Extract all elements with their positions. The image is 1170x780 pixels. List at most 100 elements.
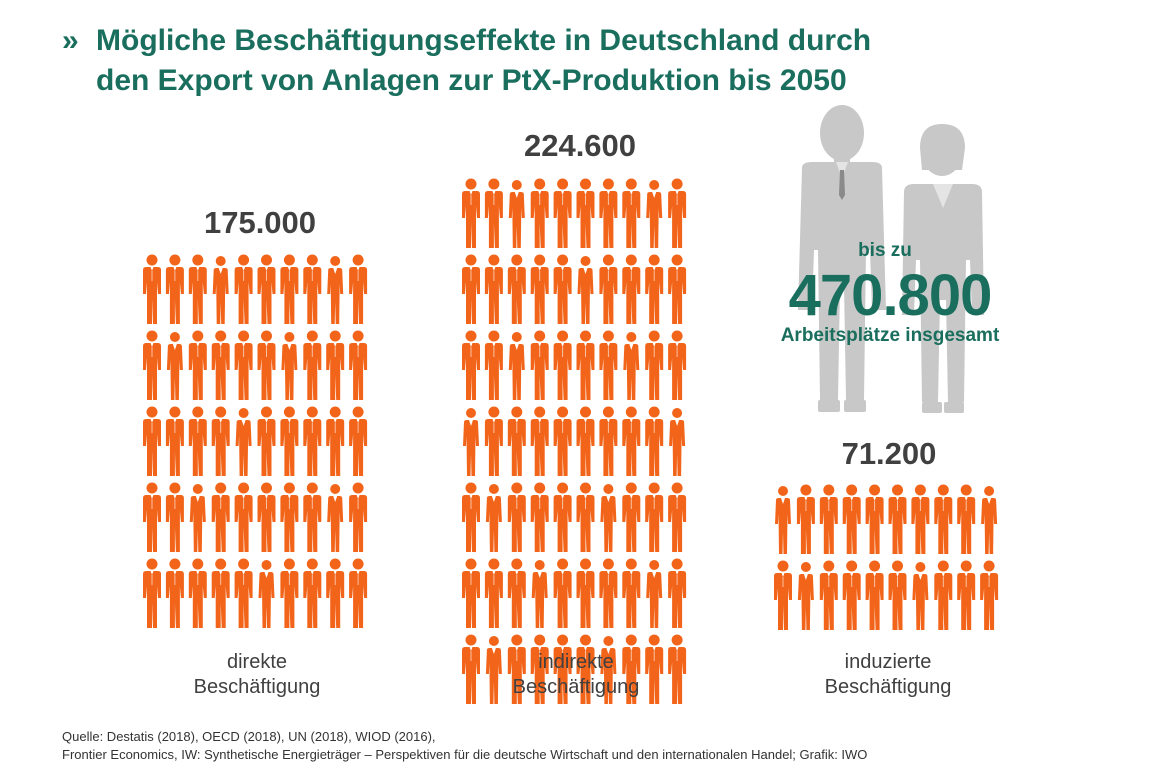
title-chevron-icon: » [62, 24, 79, 57]
person-male-icon [553, 254, 572, 324]
person-male-icon [234, 254, 253, 324]
person-male-icon [188, 330, 207, 400]
value-label-indirekte: 224.600 [523, 128, 637, 163]
female-figure-icon [902, 124, 984, 413]
person-male-icon [553, 482, 572, 552]
person-male-icon [462, 558, 480, 628]
person-male-icon [484, 558, 503, 628]
person-male-icon [622, 254, 641, 324]
source-line-2: Frontier Economics, IW: Synthetische Ene… [62, 747, 868, 762]
person-male-icon [211, 482, 230, 552]
person-male-icon [668, 254, 687, 324]
person-male-icon [576, 406, 595, 476]
person-male-icon [911, 484, 930, 554]
title-line-1: Mögliche Beschäftigungseffekte in Deutsc… [96, 24, 872, 57]
person-male-icon [257, 406, 276, 476]
person-male-icon [530, 330, 549, 400]
person-female-icon [235, 408, 252, 476]
person-male-icon [576, 558, 595, 628]
person-female-icon [485, 636, 502, 704]
person-female-icon [463, 408, 479, 476]
person-female-icon [281, 332, 298, 400]
person-male-icon [349, 254, 368, 324]
person-male-icon [507, 482, 526, 552]
people-pictogram-svg [143, 254, 368, 628]
people-group-indirekte [461, 178, 691, 704]
person-male-icon [645, 406, 664, 476]
person-male-icon [865, 484, 884, 554]
person-male-icon [645, 482, 664, 552]
person-male-icon [484, 330, 503, 400]
person-male-icon [188, 558, 207, 628]
person-male-icon [280, 558, 299, 628]
person-male-icon [576, 178, 595, 248]
person-male-icon [349, 558, 368, 628]
person-male-icon [303, 406, 322, 476]
person-male-icon [326, 558, 345, 628]
person-male-icon [888, 560, 907, 630]
person-male-icon [622, 482, 641, 552]
person-male-icon [326, 406, 345, 476]
person-male-icon [796, 484, 815, 554]
person-male-icon [934, 484, 953, 554]
person-male-icon [257, 254, 276, 324]
total-prefix: bis zu [858, 240, 912, 261]
person-male-icon [462, 178, 480, 248]
person-male-icon [349, 330, 368, 400]
person-male-icon [599, 178, 618, 248]
person-male-icon [599, 558, 618, 628]
person-male-icon [622, 558, 641, 628]
person-male-icon [622, 634, 641, 704]
person-male-icon [280, 406, 299, 476]
person-female-icon [981, 486, 998, 554]
person-male-icon [257, 482, 276, 552]
person-male-icon [622, 178, 641, 248]
person-female-icon [508, 180, 525, 248]
male-figure-icon [798, 105, 886, 412]
person-male-icon [484, 254, 503, 324]
person-male-icon [188, 254, 207, 324]
category-label-indirekte-line1: indirekte [538, 651, 614, 673]
people-pictogram-svg [462, 178, 687, 704]
people-group-direkte [142, 254, 372, 634]
people-pictogram-svg [774, 484, 999, 630]
title-line-2: den Export von Anlagen zur PtX-Produktio… [96, 64, 847, 97]
person-male-icon [576, 634, 595, 704]
person-male-icon [576, 330, 595, 400]
person-male-icon [774, 560, 792, 630]
person-male-icon [980, 560, 999, 630]
person-male-icon [143, 254, 161, 324]
person-male-icon [576, 482, 595, 552]
person-female-icon [577, 256, 594, 324]
person-male-icon [165, 558, 184, 628]
person-male-icon [645, 330, 664, 400]
person-male-icon [211, 558, 230, 628]
person-male-icon [188, 406, 207, 476]
person-female-icon [531, 560, 548, 628]
person-male-icon [165, 254, 184, 324]
person-male-icon [280, 482, 299, 552]
person-female-icon [600, 484, 617, 552]
person-female-icon [646, 560, 663, 628]
person-male-icon [530, 406, 549, 476]
person-male-icon [462, 482, 480, 552]
people-group-induzierte [773, 484, 1003, 634]
category-label-direkte-line2: Beschäftigung [193, 676, 321, 698]
person-male-icon [303, 558, 322, 628]
person-male-icon [303, 330, 322, 400]
category-label-direkte: direkte Beschäftigung [152, 650, 362, 700]
person-male-icon [462, 634, 480, 704]
person-male-icon [599, 330, 618, 400]
person-male-icon [957, 484, 976, 554]
person-male-icon [865, 560, 884, 630]
person-male-icon [599, 406, 618, 476]
source-note: Quelle: Destatis (2018), OECD (2018), UN… [62, 728, 867, 764]
person-male-icon [211, 406, 230, 476]
person-male-icon [234, 558, 253, 628]
person-female-icon [797, 562, 814, 630]
person-male-icon [842, 484, 861, 554]
person-male-icon [668, 178, 687, 248]
source-line-1: Quelle: Destatis (2018), OECD (2018), UN… [62, 729, 436, 744]
person-female-icon [623, 332, 640, 400]
